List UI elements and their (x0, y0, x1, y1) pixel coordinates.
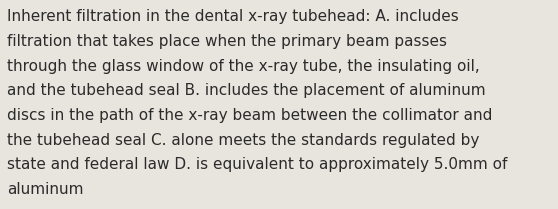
Text: aluminum: aluminum (7, 182, 84, 197)
Text: and the tubehead seal B. includes the placement of aluminum: and the tubehead seal B. includes the pl… (7, 83, 486, 98)
Text: through the glass window of the x-ray tube, the insulating oil,: through the glass window of the x-ray tu… (7, 59, 480, 74)
Text: state and federal law D. is equivalent to approximately 5.0mm of: state and federal law D. is equivalent t… (7, 157, 508, 172)
Text: Inherent filtration in the dental x-ray tubehead: A. includes: Inherent filtration in the dental x-ray … (7, 9, 459, 24)
Text: the tubehead seal C. alone meets the standards regulated by: the tubehead seal C. alone meets the sta… (7, 133, 480, 148)
Text: discs in the path of the x-ray beam between the collimator and: discs in the path of the x-ray beam betw… (7, 108, 493, 123)
Text: filtration that takes place when the primary beam passes: filtration that takes place when the pri… (7, 34, 448, 49)
